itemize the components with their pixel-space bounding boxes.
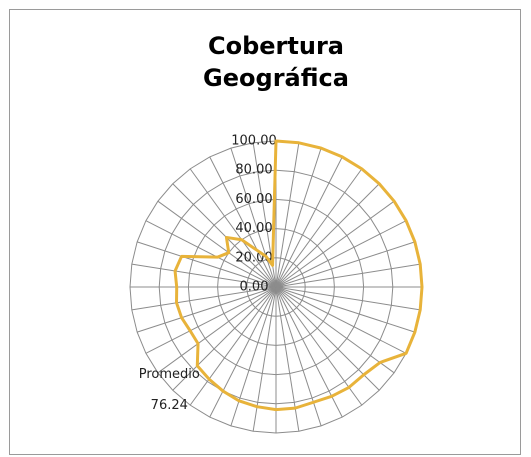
spoke bbox=[157, 200, 277, 288]
spoke bbox=[275, 241, 416, 288]
spoke bbox=[275, 183, 380, 288]
series-line bbox=[173, 139, 424, 412]
spoke bbox=[145, 286, 277, 354]
spoke bbox=[275, 286, 380, 391]
spoke bbox=[172, 286, 277, 391]
spoke bbox=[275, 286, 363, 406]
spoke bbox=[275, 286, 421, 311]
spoke bbox=[136, 286, 277, 333]
spoke bbox=[275, 147, 322, 288]
spoke bbox=[275, 142, 300, 288]
spoke bbox=[275, 263, 421, 288]
y-tick-label: 0.00 bbox=[240, 280, 269, 295]
spoke bbox=[275, 286, 322, 427]
spoke bbox=[209, 156, 277, 288]
spoke bbox=[275, 168, 363, 288]
spoke bbox=[131, 286, 277, 311]
spoke bbox=[275, 286, 416, 333]
spoke bbox=[136, 241, 277, 288]
spoke bbox=[275, 220, 407, 288]
spoke bbox=[275, 200, 395, 288]
spoke bbox=[131, 263, 277, 288]
chart-frame bbox=[9, 9, 521, 455]
spoke bbox=[209, 286, 277, 418]
spoke bbox=[275, 286, 395, 374]
category-label: Promedio bbox=[139, 367, 200, 382]
spoke bbox=[157, 286, 277, 374]
chart-title: Cobertura Geográfica bbox=[203, 32, 349, 92]
y-tick-label: 60.00 bbox=[235, 192, 272, 207]
y-tick-label: 80.00 bbox=[235, 163, 272, 178]
spoke bbox=[275, 156, 343, 288]
spoke bbox=[172, 183, 277, 288]
spoke bbox=[189, 286, 277, 406]
y-tick-label: 100.00 bbox=[231, 134, 277, 149]
spoke bbox=[230, 286, 277, 427]
spoke bbox=[145, 220, 277, 288]
spoke bbox=[230, 147, 277, 288]
spoke bbox=[189, 168, 277, 288]
data-label: 76.24 bbox=[151, 398, 188, 413]
y-tick-label: 40.00 bbox=[235, 221, 272, 236]
spoke bbox=[275, 286, 407, 354]
